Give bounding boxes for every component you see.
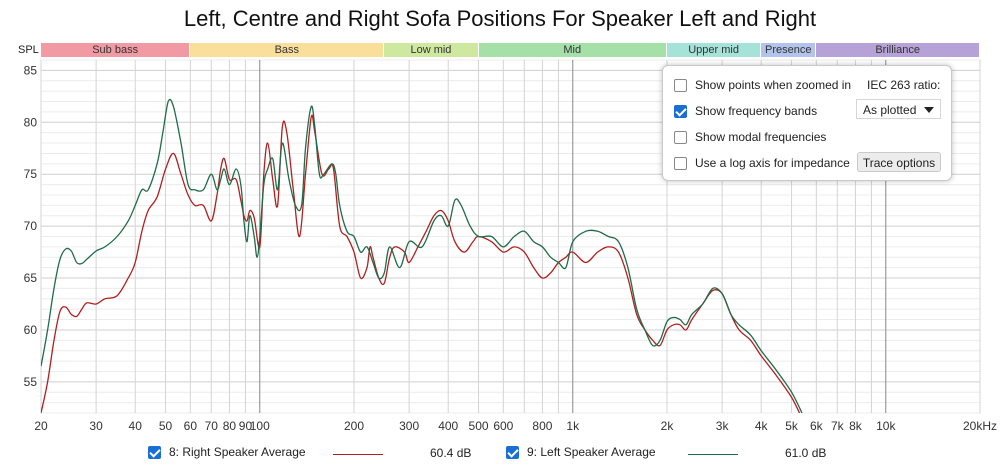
- x-tick-label: 6k: [810, 419, 824, 433]
- option-label: Show frequency bands: [695, 104, 818, 118]
- x-tick-label: 400: [438, 419, 458, 433]
- band-mid: Mid: [478, 43, 667, 57]
- chart-title: Left, Centre and Right Sofa Positions Fo…: [183, 6, 817, 31]
- x-tick-label: 70: [205, 419, 219, 433]
- x-tick-label: 20: [34, 419, 48, 433]
- graph-options-panel: Show points when zoomed in Show frequenc…: [662, 65, 952, 181]
- legend-item-left[interactable]: 9: Left Speaker Average: [506, 445, 656, 459]
- x-tick-label: 2k: [661, 419, 675, 433]
- x-tick-label: 5k: [785, 419, 799, 433]
- legend-label: 8: Right Speaker Average: [169, 445, 306, 459]
- legend-value: 60.4 dB: [430, 446, 472, 460]
- legend-value: 61.0 dB: [785, 446, 827, 460]
- option-log-axis-impedance[interactable]: Use a log axis for impedance: [674, 155, 850, 171]
- show-modal-frequencies-checkbox[interactable]: [674, 130, 687, 144]
- x-tick-label: 200: [344, 419, 364, 433]
- x-tick-label: 300: [399, 419, 419, 433]
- y-tick-label: 65: [24, 271, 38, 285]
- band-upper-mid: Upper mid: [667, 43, 762, 57]
- y-tick-label: 80: [24, 115, 38, 129]
- x-tick-label: 500: [469, 419, 489, 433]
- x-tick-label: 800: [532, 419, 552, 433]
- x-tick-label: 3k: [716, 419, 730, 433]
- option-show-frequency-bands[interactable]: Show frequency bands: [674, 103, 817, 119]
- x-tick-label: 50: [159, 419, 173, 433]
- frequency-bands-bar: Sub bass Bass Low mid Mid Upper mid Presence B…: [0, 43, 1000, 58]
- x-tick-label: 600: [493, 419, 513, 433]
- x-tick-label: 40: [129, 419, 143, 433]
- legend-line-swatch: [688, 454, 738, 455]
- option-show-points[interactable]: Show points when zoomed in: [674, 77, 851, 93]
- x-tick-label: 90: [239, 419, 253, 433]
- x-tick-label: 8k: [849, 419, 863, 433]
- show-points-checkbox[interactable]: [674, 78, 687, 92]
- legend-item-right[interactable]: 8: Right Speaker Average: [148, 445, 306, 459]
- x-tick-label: 10k: [876, 419, 896, 433]
- y-tick-label: 85: [24, 63, 38, 77]
- y-axis-label: SPL: [18, 44, 39, 56]
- band-sub-bass: Sub bass: [41, 43, 191, 57]
- y-tick-label: 55: [24, 375, 38, 389]
- series-line-left-speaker: [41, 98, 803, 413]
- legend-line-swatch: [333, 454, 383, 455]
- log-axis-impedance-checkbox[interactable]: [674, 156, 687, 170]
- x-tick-label: 80: [223, 419, 237, 433]
- y-tick-label: 60: [24, 323, 38, 337]
- legend-label: 9: Left Speaker Average: [527, 445, 656, 459]
- x-tick-label: 100: [250, 419, 270, 433]
- option-label: Show points when zoomed in: [695, 78, 852, 92]
- band-low-mid: Low mid: [384, 43, 479, 57]
- option-label: Show modal frequencies: [695, 130, 827, 144]
- y-tick-label: 75: [24, 167, 38, 181]
- trace-options-button[interactable]: Trace options: [857, 152, 941, 172]
- option-label: Use a log axis for impedance: [695, 156, 850, 170]
- band-bass: Bass: [190, 43, 385, 57]
- left-speaker-checkbox[interactable]: [506, 445, 519, 459]
- band-presence: Presence: [761, 43, 817, 57]
- right-speaker-checkbox[interactable]: [148, 445, 161, 459]
- x-tick-label: 1k: [566, 419, 580, 433]
- x-tick-label: 7k: [831, 419, 845, 433]
- iec-ratio-select[interactable]: As plotted: [856, 99, 941, 119]
- x-tick-label: 20kHz: [963, 419, 997, 433]
- series-line-right-speaker: [41, 114, 801, 413]
- x-tick-label: 4k: [755, 419, 769, 433]
- option-show-modal-frequencies[interactable]: Show modal frequencies: [674, 129, 826, 145]
- y-tick-label: 70: [24, 219, 38, 233]
- x-tick-label: 60: [184, 419, 198, 433]
- show-frequency-bands-checkbox[interactable]: [674, 104, 687, 118]
- band-brilliance: Brilliance: [816, 43, 980, 57]
- x-tick-label: 30: [89, 419, 103, 433]
- legend: 8: Right Speaker Average 60.4 dB 9: Left…: [0, 444, 1000, 464]
- iec-ratio-value: As plotted: [863, 103, 917, 117]
- iec-ratio-label: IEC 263 ratio:: [867, 78, 941, 92]
- dropdown-arrow-icon: [924, 107, 934, 113]
